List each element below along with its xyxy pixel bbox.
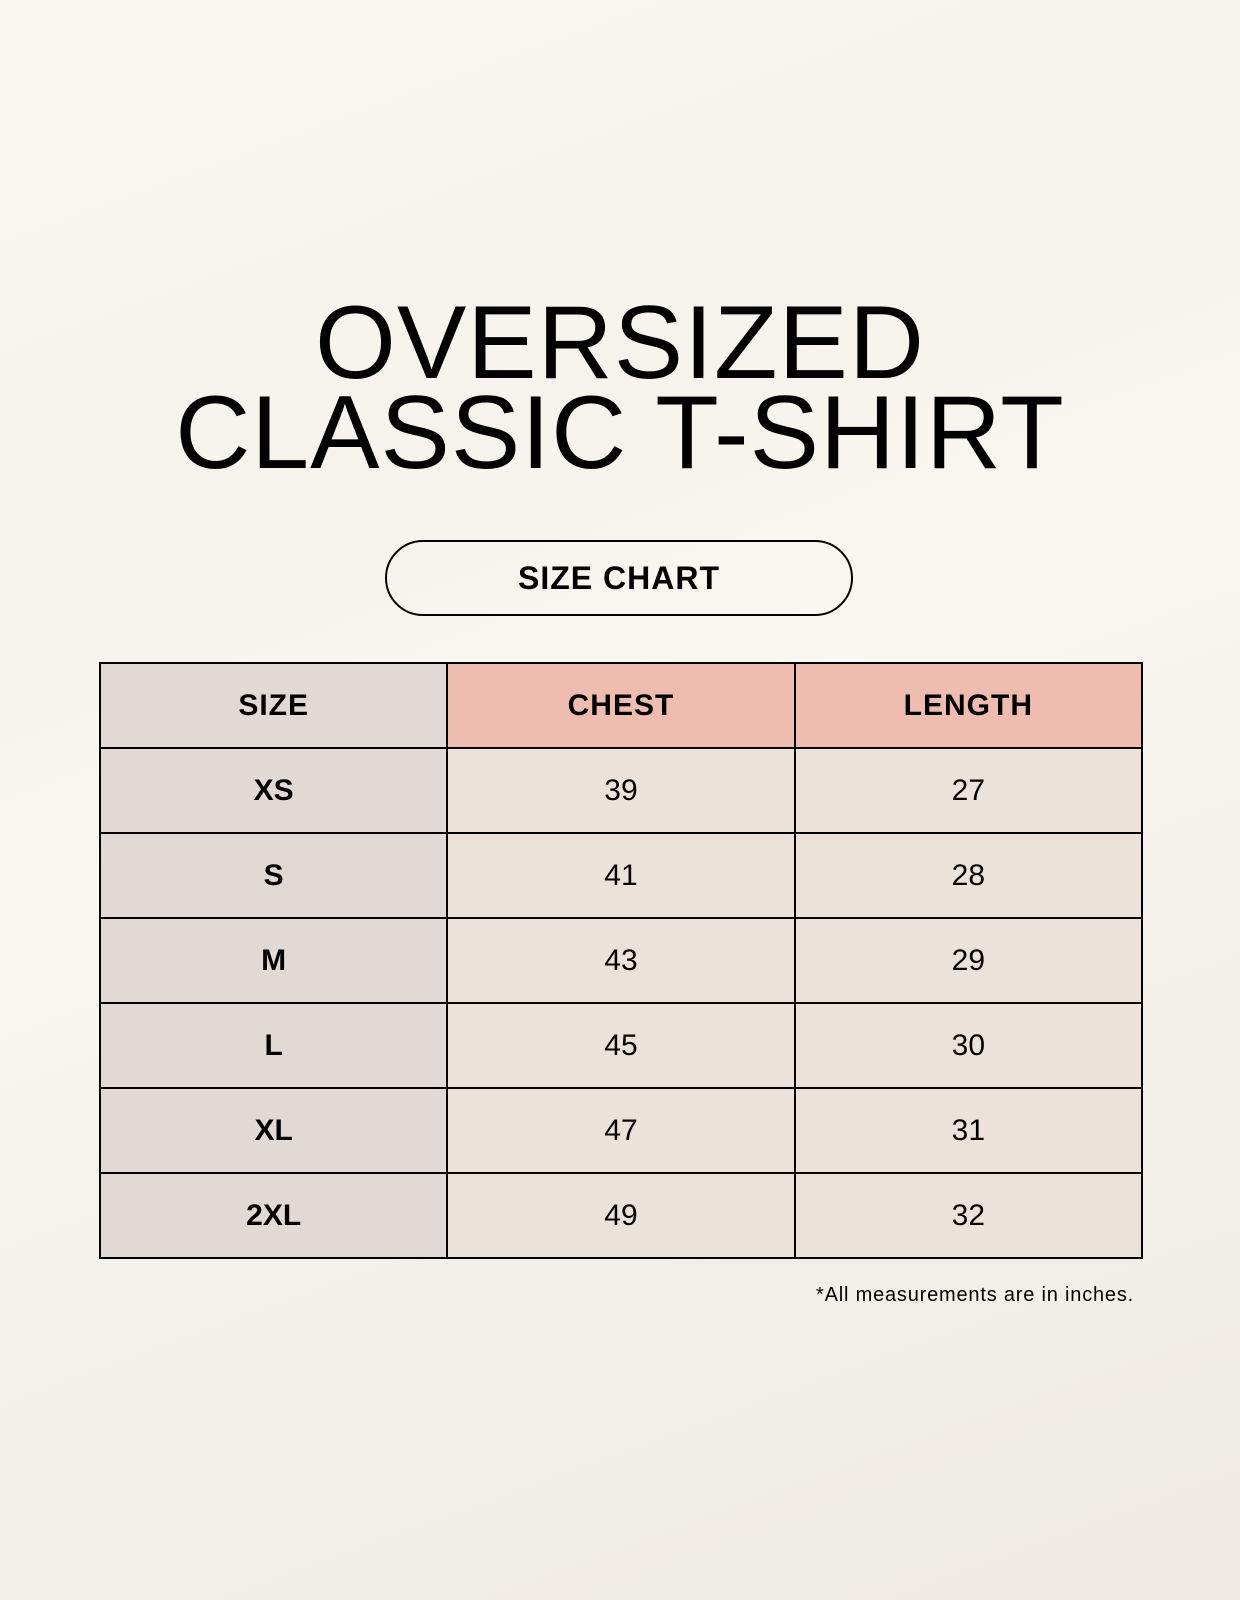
cell-length: 28 [793,832,1144,919]
header-chest: CHEST [446,662,796,749]
page-title: OVERSIZED CLASSIC T-SHIRT [0,285,1240,491]
title-line-2: CLASSIC T-SHIRT [175,375,1065,491]
size-table: SIZE CHEST LENGTH XS 39 27 S 41 28 M 43 29 L 45 30 X… [98,662,1144,1259]
table-row: L 45 30 [98,1002,1144,1089]
cell-chest: 45 [446,1002,796,1089]
cell-length: 29 [793,917,1144,1004]
footnote: *All measurements are in inches. [816,1284,1134,1306]
table-row: XL 47 31 [98,1087,1144,1174]
cell-size: M [98,917,449,1004]
table-row: 2XL 49 32 [98,1172,1144,1259]
cell-chest: 49 [446,1172,796,1259]
cell-length: 30 [793,1002,1144,1089]
cell-chest: 39 [446,747,796,834]
cell-size: XS [98,747,449,834]
table-row: XS 39 27 [98,747,1144,834]
title-line-1: OVERSIZED [315,285,925,401]
cell-chest: 47 [446,1087,796,1174]
header-size: SIZE [98,662,449,749]
table-header-row: SIZE CHEST LENGTH [98,662,1144,749]
cell-length: 27 [793,747,1144,834]
cell-size: L [98,1002,449,1089]
cell-length: 31 [793,1087,1144,1174]
cell-size: S [98,832,449,919]
table-row: M 43 29 [98,917,1144,1004]
table-row: S 41 28 [98,832,1144,919]
cell-chest: 43 [446,917,796,1004]
cell-size: 2XL [98,1172,449,1259]
cell-length: 32 [793,1172,1144,1259]
size-chart-badge: SIZE CHART [385,540,853,616]
cell-size: XL [98,1087,449,1174]
cell-chest: 41 [446,832,796,919]
header-length: LENGTH [793,662,1144,749]
